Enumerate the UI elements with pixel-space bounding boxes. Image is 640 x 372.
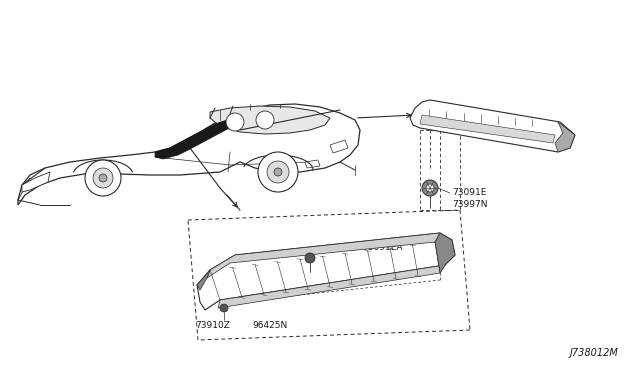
Polygon shape xyxy=(218,265,445,308)
Circle shape xyxy=(226,113,244,131)
Circle shape xyxy=(93,168,113,188)
Text: 73910Z: 73910Z xyxy=(195,321,230,330)
Text: J738012M: J738012M xyxy=(569,348,618,358)
Circle shape xyxy=(220,304,228,312)
Circle shape xyxy=(426,184,434,192)
Polygon shape xyxy=(555,122,575,152)
Polygon shape xyxy=(207,233,440,278)
Polygon shape xyxy=(305,160,320,168)
Polygon shape xyxy=(420,115,555,143)
Circle shape xyxy=(274,168,282,176)
Polygon shape xyxy=(210,106,330,134)
Text: 73997N: 73997N xyxy=(452,199,488,208)
Circle shape xyxy=(85,160,121,196)
Text: 73091E: 73091E xyxy=(452,187,486,196)
Circle shape xyxy=(99,174,107,182)
Text: 96425N: 96425N xyxy=(252,321,287,330)
Polygon shape xyxy=(155,116,240,159)
Circle shape xyxy=(422,180,438,196)
Circle shape xyxy=(256,111,274,129)
Polygon shape xyxy=(197,233,455,310)
Polygon shape xyxy=(330,140,348,153)
Polygon shape xyxy=(18,104,360,205)
Polygon shape xyxy=(197,270,210,290)
Polygon shape xyxy=(410,100,575,152)
Circle shape xyxy=(305,253,315,263)
Polygon shape xyxy=(435,233,455,273)
Circle shape xyxy=(267,161,289,183)
Circle shape xyxy=(258,152,298,192)
Polygon shape xyxy=(22,172,50,192)
Text: 73091EA: 73091EA xyxy=(362,243,403,251)
